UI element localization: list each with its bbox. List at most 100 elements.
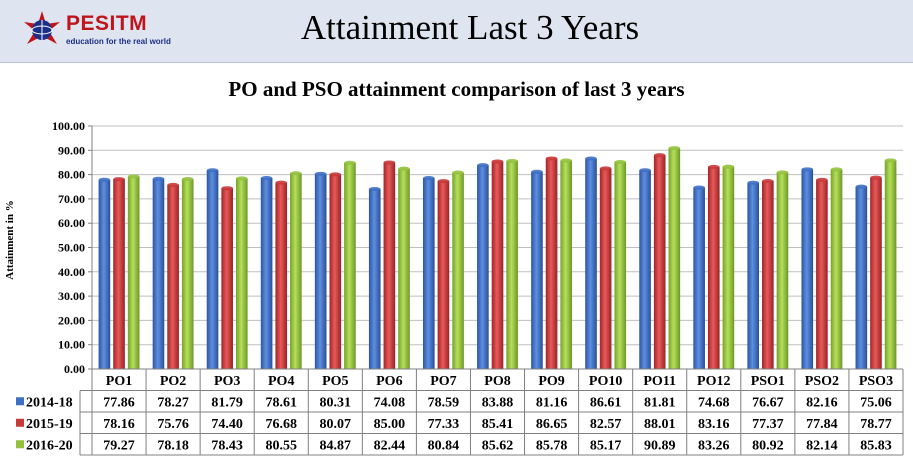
data-label: 76.68 [265,417,297,432]
data-label: 85.62 [482,438,514,453]
bar-2015-19-PO11 [653,155,666,369]
data-label: 78.77 [860,417,892,432]
data-label: 81.81 [644,395,676,410]
bar-2014-18-PO7 [422,178,435,369]
bar-top [585,156,597,161]
bar-top [830,167,843,172]
bar-2014-18-PO9 [531,171,543,369]
bar-2015-19-PO6 [383,162,396,369]
data-label: 86.61 [590,395,622,410]
legend-label: 2016-20 [26,438,73,453]
bar-top [653,153,666,158]
category-label: PO7 [430,374,456,389]
bar-top [221,186,233,191]
data-label: 78.18 [157,438,189,453]
bar-top [113,177,125,182]
y-axis-label: Attainment in % [4,200,16,279]
bar-top [693,185,705,190]
data-label: 77.84 [806,417,838,432]
data-label: 77.37 [752,417,784,432]
data-label: 82.57 [590,417,622,432]
data-label: 75.76 [157,417,189,432]
data-label: 74.08 [374,395,406,410]
y-tick-label: 100.00 [52,119,85,133]
data-label: 88.01 [644,417,676,432]
data-label: 80.07 [320,417,352,432]
bar-top [884,158,897,163]
logo-name: PESITM [66,12,148,35]
category-label: PO10 [589,374,622,389]
y-tick-label: 90.00 [58,143,85,157]
bar-top [206,168,219,173]
data-table: PO1 PO2 PO3 PO4 PO5 PO6 PO7 PO8 PO9 PO10 PO11 PO12 P… [16,368,904,456]
y-axis-ticks: 0.00 10.00 20.00 30.00 40.00 50.00 60.00 70.00 8… [52,119,85,376]
bar-2014-18-PO12 [693,187,705,369]
bar-2014-18-PO1 [98,179,111,369]
attainment-bar-chart: 0.00 10.00 20.00 30.00 40.00 50.00 60.00 70.00 8… [4,119,904,456]
data-label: 76.67 [752,395,784,410]
category-label: PO4 [268,374,294,389]
bar-2014-18-PSO2 [801,169,814,369]
category-label: PO3 [214,374,240,389]
data-label: 78.16 [103,417,135,432]
data-label: 80.92 [752,438,784,453]
data-label: 86.65 [536,417,568,432]
data-label: 85.78 [536,438,568,453]
bar-2016-20-PO11 [668,148,681,369]
category-label: PSO3 [859,374,893,389]
data-label: 90.89 [644,438,676,453]
category-label: PO2 [160,374,186,389]
y-tick-label: 0.00 [64,362,85,376]
bar-top [668,146,681,151]
y-tick-label: 60.00 [58,216,85,230]
category-label: PO6 [376,374,402,389]
legend-swatch [16,418,24,427]
bar-2016-20-PO6 [398,168,410,369]
bar-2016-20-PO9 [560,160,573,369]
bar-top [614,160,627,165]
bar-2014-18-PO10 [585,158,597,369]
bar-2016-20-PO2 [181,179,194,369]
bar-2016-20-PO4 [290,173,302,369]
bar-2016-20-PO12 [722,166,735,369]
bar-2015-19-PO10 [599,168,612,369]
bar-2014-18-PO3 [206,170,219,369]
logo-tagline: education for the real world [66,37,171,46]
page-title: Attainment Last 3 Years [300,8,640,47]
bar-2014-18-PO6 [368,188,381,369]
data-label: 85.41 [482,417,514,432]
y-tick-label: 10.00 [58,338,85,352]
y-tick-label: 20.00 [58,313,85,327]
bar-top [167,182,179,187]
data-label: 81.16 [536,395,568,410]
data-label: 81.79 [211,395,243,410]
bar-top [275,180,288,185]
bar-2015-19-PO3 [221,188,233,369]
bar-top [398,166,410,171]
data-label: 82.44 [374,438,406,453]
bar-2014-18-PO5 [314,173,327,369]
bar-top [816,177,828,182]
bar-top [452,170,464,175]
bar-2015-19-PO12 [707,166,720,369]
bar-top [707,164,720,169]
data-label: 78.61 [265,395,297,410]
bar-top [776,170,789,175]
data-label: 74.40 [211,417,243,432]
category-label: PO8 [484,374,510,389]
category-label: PSO2 [805,374,839,389]
bar-2014-18-PO4 [260,177,273,369]
data-label: 78.43 [211,438,243,453]
category-label: PO5 [322,374,348,389]
bar-top [98,177,111,182]
chart-title: PO and PSO attainment comparison of last… [228,77,685,101]
data-label: 75.06 [860,395,892,410]
y-tick-label: 30.00 [58,289,85,303]
data-label: 78.59 [428,395,460,410]
bar-top [260,175,273,180]
bar-top [368,186,381,191]
bar-2015-19-PO4 [275,182,288,369]
bar-2016-20-PO5 [344,162,356,369]
data-label: 84.87 [320,438,352,453]
bar-2015-19-PO5 [329,174,342,369]
